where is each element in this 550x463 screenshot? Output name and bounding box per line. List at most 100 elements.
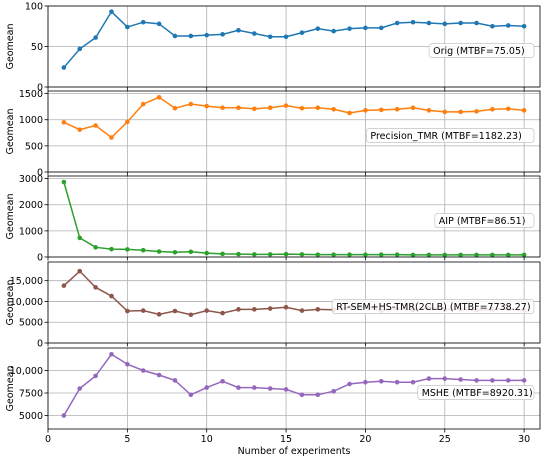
data-point bbox=[299, 30, 305, 36]
data-point bbox=[140, 308, 146, 313]
legend-label: AIP (MTBF=86.51) bbox=[439, 216, 526, 227]
x-tick-label: 20 bbox=[359, 434, 371, 445]
data-point bbox=[188, 249, 194, 255]
axes-frame bbox=[47, 175, 541, 258]
data-point bbox=[172, 33, 178, 39]
x-tick-label: 30 bbox=[518, 434, 530, 445]
data-point bbox=[125, 247, 130, 252]
y-tick-label: 1000 bbox=[19, 115, 43, 126]
data-point bbox=[442, 252, 448, 258]
data-point bbox=[77, 268, 83, 274]
data-point bbox=[109, 9, 114, 14]
data-point bbox=[505, 106, 511, 112]
panel-5: 5000 7500 10,000 0 5 10 15 20 25 30 Geomean MSHE (M… bbox=[5, 347, 541, 457]
data-point bbox=[61, 120, 67, 125]
y-tick-label: 0 bbox=[37, 252, 43, 263]
data-point bbox=[378, 25, 384, 31]
data-point bbox=[220, 379, 225, 384]
data-point bbox=[188, 33, 194, 39]
data-point bbox=[363, 379, 368, 385]
data-point bbox=[125, 119, 130, 125]
y-tick-label: 1000 bbox=[19, 226, 43, 237]
data-point bbox=[236, 251, 241, 257]
data-point bbox=[426, 20, 432, 26]
legend-box bbox=[434, 213, 535, 228]
series-line bbox=[63, 10, 525, 69]
data-point bbox=[267, 105, 273, 111]
legend-box bbox=[417, 385, 535, 400]
legend-label: RT-SEM+HS-TMR(2CLB) (MTBF=7738.27) bbox=[336, 302, 530, 313]
data-point bbox=[109, 352, 114, 357]
data-point bbox=[378, 107, 384, 113]
legend-label: MSHE (MTBF=8920.31) bbox=[422, 388, 533, 399]
data-point bbox=[93, 35, 98, 40]
data-point bbox=[378, 379, 384, 384]
data-point bbox=[252, 106, 257, 112]
data-point bbox=[109, 246, 114, 252]
data-point bbox=[505, 23, 511, 28]
y-axis-label: Geomean bbox=[5, 24, 16, 70]
y-tick-label: 500 bbox=[25, 141, 43, 152]
data-point bbox=[188, 101, 194, 107]
data-point bbox=[77, 386, 83, 391]
series-line bbox=[63, 96, 525, 139]
data-point bbox=[236, 307, 241, 312]
data-point bbox=[61, 179, 67, 185]
data-point bbox=[299, 392, 305, 398]
x-tick-label: 15 bbox=[280, 434, 292, 445]
data-point bbox=[458, 20, 463, 26]
data-point bbox=[505, 378, 511, 383]
y-tick-label: 0 bbox=[37, 338, 43, 349]
data-point bbox=[410, 105, 416, 111]
data-point bbox=[236, 385, 241, 390]
data-point bbox=[204, 32, 210, 38]
data-point bbox=[394, 106, 400, 112]
data-point bbox=[204, 308, 210, 313]
data-point bbox=[347, 252, 352, 257]
data-point bbox=[93, 373, 98, 379]
y-tick-label: 1500 bbox=[19, 89, 43, 100]
data-point bbox=[315, 26, 321, 31]
y-axis-label: Geomean bbox=[5, 366, 16, 412]
data-point bbox=[93, 123, 98, 128]
data-point bbox=[252, 385, 257, 390]
data-point bbox=[474, 378, 479, 383]
data-point bbox=[188, 392, 194, 398]
data-point bbox=[490, 378, 495, 383]
y-tick-label: 7500 bbox=[19, 388, 43, 399]
data-point bbox=[156, 249, 162, 254]
data-point bbox=[267, 252, 273, 257]
data-point bbox=[458, 252, 463, 258]
data-point bbox=[77, 127, 83, 132]
data-point bbox=[347, 26, 352, 31]
data-point bbox=[394, 20, 400, 26]
data-point bbox=[283, 387, 289, 392]
data-point bbox=[61, 413, 67, 418]
data-point bbox=[172, 308, 178, 314]
data-point bbox=[442, 109, 448, 115]
data-point bbox=[61, 65, 67, 70]
data-point bbox=[93, 285, 98, 290]
y-axis-label: Geomean bbox=[5, 194, 16, 240]
data-point bbox=[204, 103, 210, 109]
data-point bbox=[490, 252, 495, 258]
data-point bbox=[267, 34, 273, 40]
data-point bbox=[458, 109, 463, 115]
data-point bbox=[521, 252, 527, 258]
data-point bbox=[77, 235, 83, 241]
data-point bbox=[172, 249, 178, 255]
y-tick-label: 100 bbox=[25, 1, 43, 12]
data-point bbox=[299, 105, 305, 111]
data-point bbox=[363, 252, 368, 257]
data-point bbox=[283, 304, 289, 310]
data-point bbox=[474, 109, 479, 114]
x-tick-label: 25 bbox=[439, 434, 451, 445]
data-point bbox=[474, 252, 479, 258]
y-tick-label: 5000 bbox=[19, 318, 43, 329]
data-point bbox=[267, 386, 273, 391]
data-point bbox=[410, 252, 416, 258]
legend-box bbox=[365, 128, 535, 143]
data-point bbox=[442, 21, 448, 27]
data-point bbox=[347, 381, 352, 387]
